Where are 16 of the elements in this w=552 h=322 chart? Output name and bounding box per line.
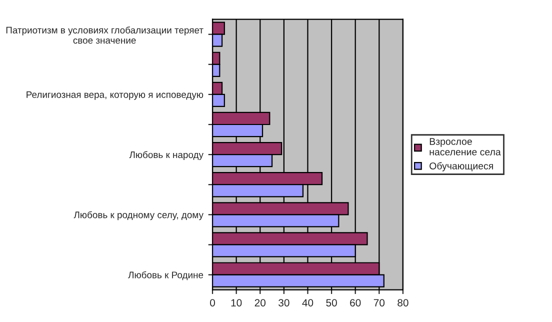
x-tick-label: 30 bbox=[278, 299, 290, 306]
x-tick-label: 20 bbox=[254, 299, 266, 306]
y-tick-label: Любовь к родному селу, дому bbox=[74, 211, 204, 220]
legend-label: Взрослое население села bbox=[430, 138, 501, 156]
y-tick-label: Религиозная вера, которую я исповедую bbox=[26, 91, 204, 100]
x-tick-label: 50 bbox=[326, 299, 337, 306]
x-tick-label: 10 bbox=[231, 299, 242, 306]
y-tick-label: Патриотизм в условиях глобализации теряет свое значение bbox=[6, 26, 204, 44]
x-tick-label: 40 bbox=[302, 299, 314, 306]
y-tick-label: Любовь к народу bbox=[129, 151, 204, 160]
x-tick-label: 0 bbox=[210, 299, 216, 306]
x-tick-label: 80 bbox=[398, 299, 408, 306]
y-tick-label: Любовь к Родине bbox=[128, 271, 204, 280]
x-tick-label: 70 bbox=[374, 299, 385, 306]
x-tick-label: 60 bbox=[350, 299, 361, 306]
legend-label: Обучающиеся bbox=[430, 162, 493, 172]
